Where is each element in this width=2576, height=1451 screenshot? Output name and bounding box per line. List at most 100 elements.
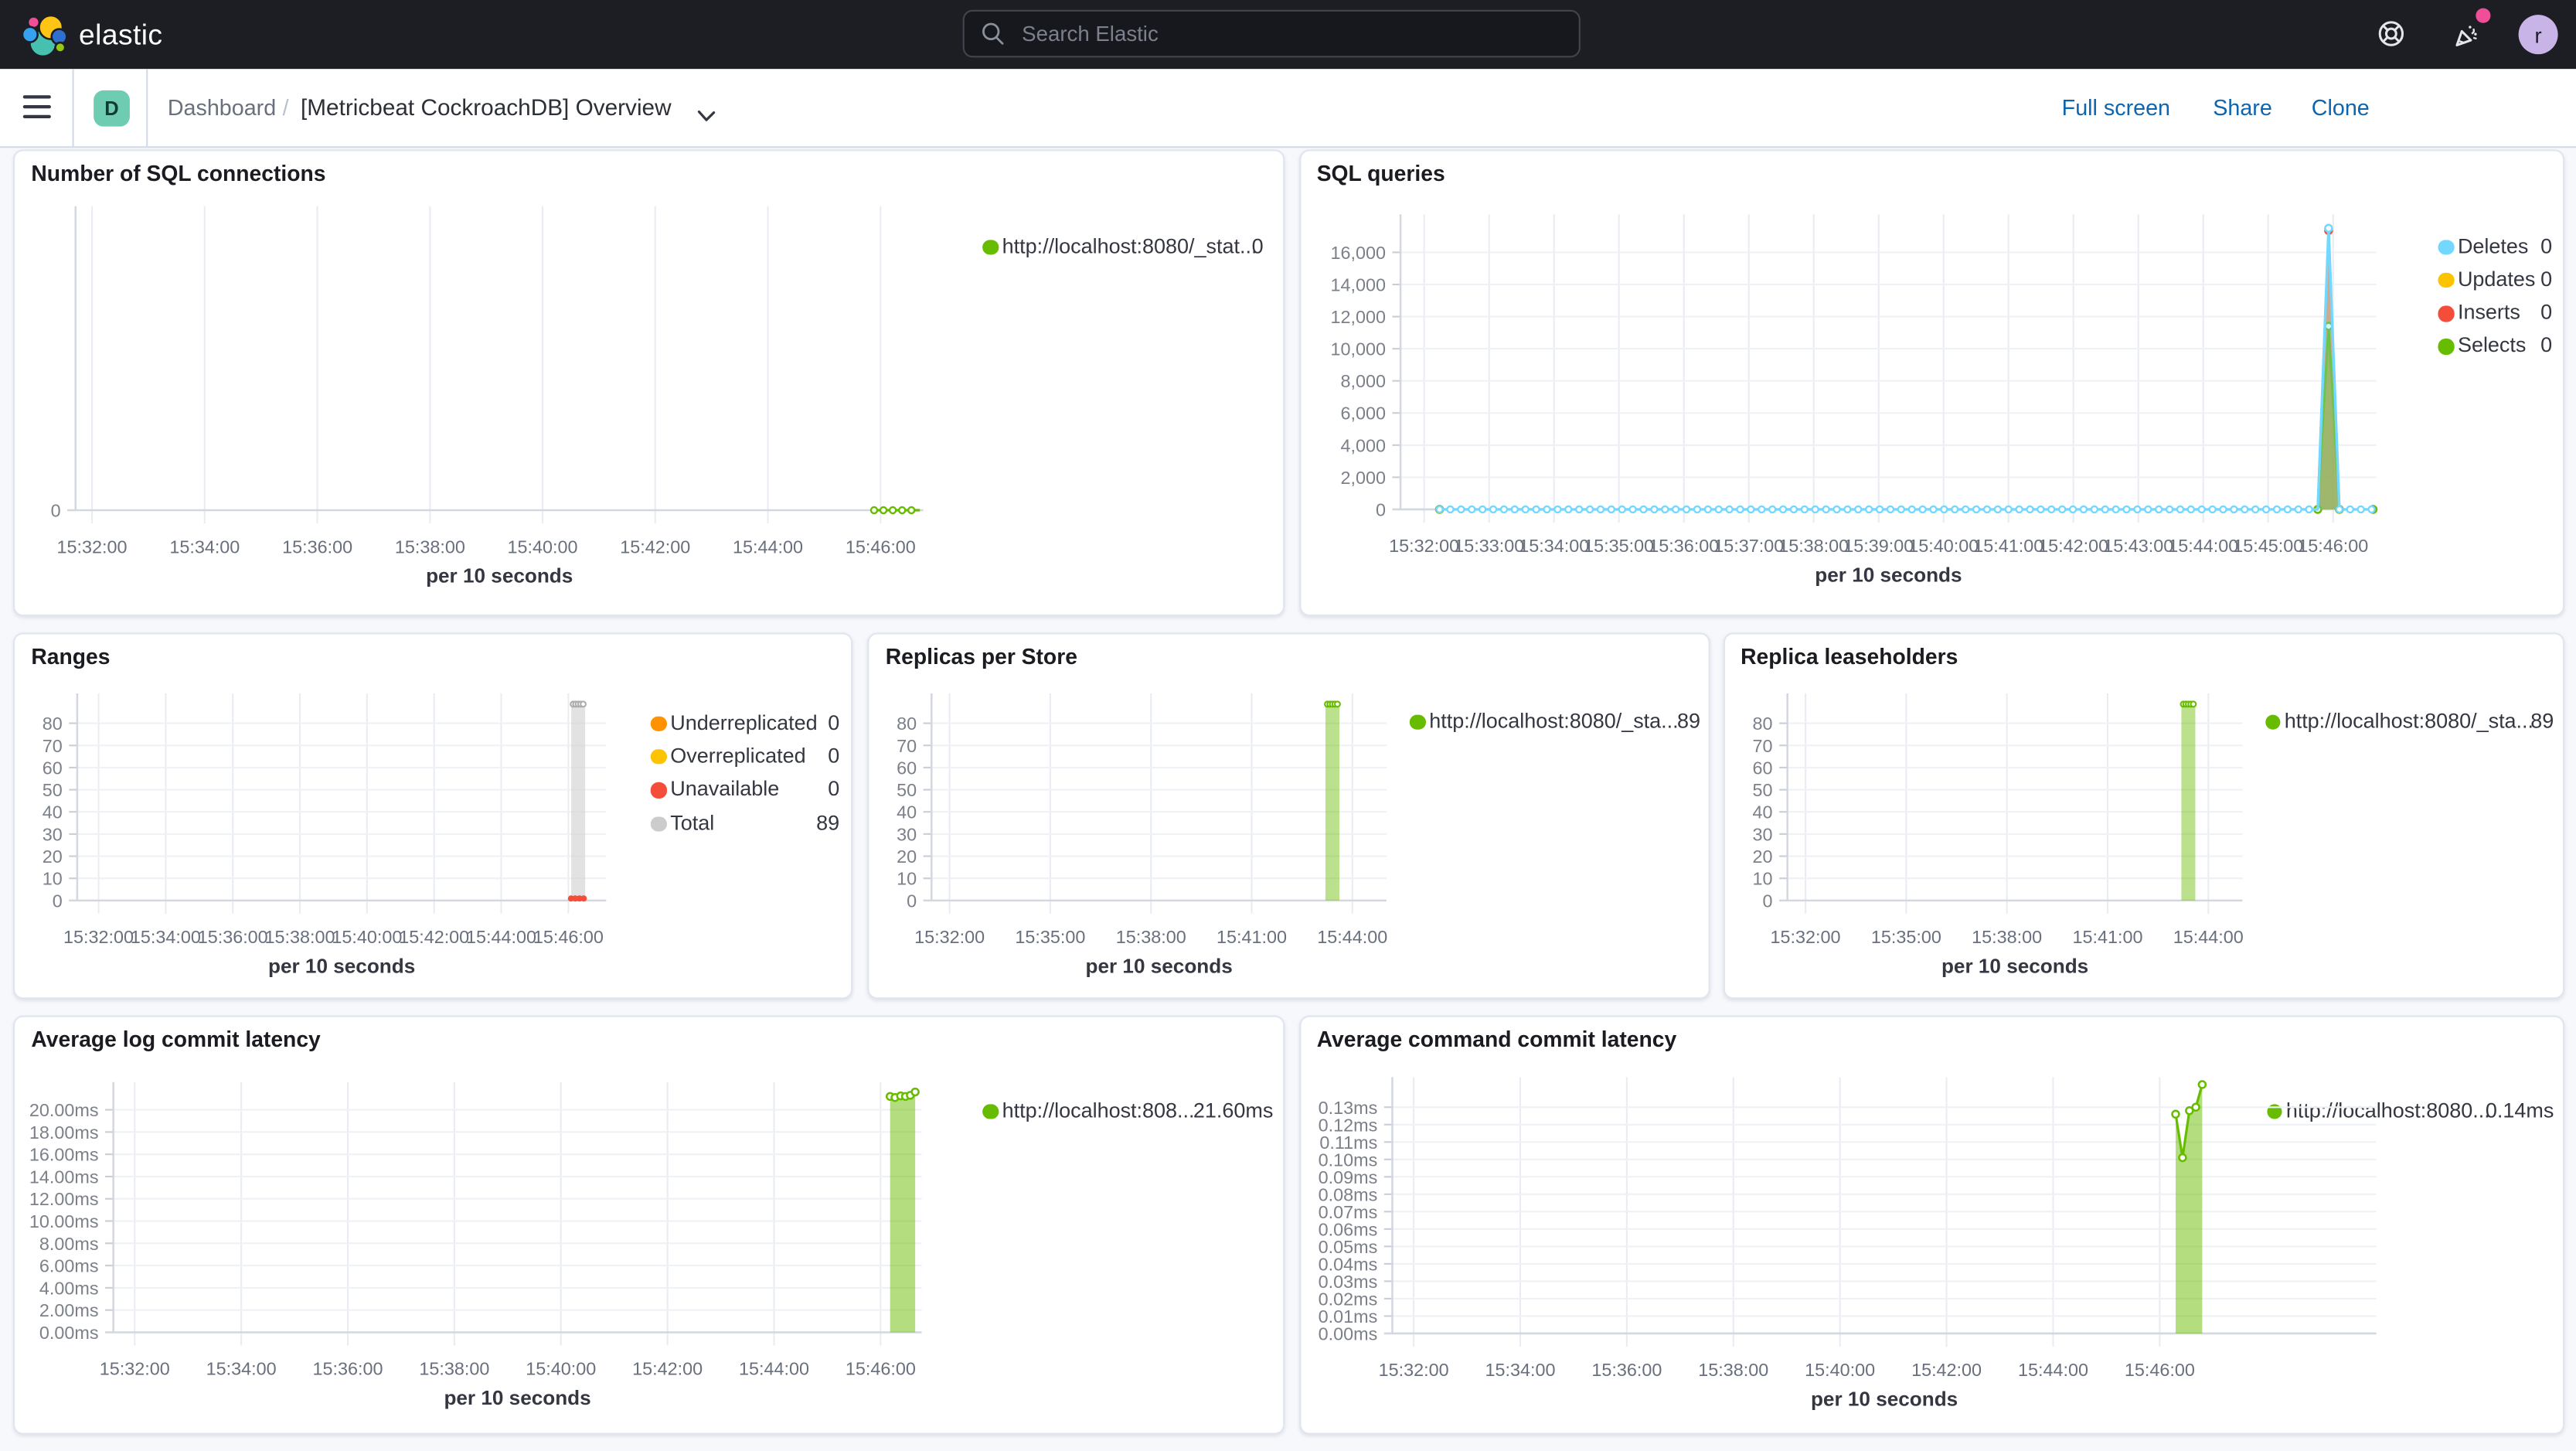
space-badge[interactable]: D: [94, 90, 130, 127]
svg-text:15:46:00: 15:46:00: [533, 927, 604, 947]
svg-text:4.00ms: 4.00ms: [39, 1277, 99, 1297]
svg-text:16,000: 16,000: [1329, 242, 1385, 262]
legend-item[interactable]: Inserts 0: [1300, 298, 2563, 331]
legend-label[interactable]: http://localhost:8080/_sta...: [1429, 709, 1679, 732]
legend-item[interactable]: Deletes 0: [1300, 231, 2563, 264]
svg-text:15:32:00: 15:32:00: [1770, 927, 1840, 947]
legend-label[interactable]: Deletes: [2457, 233, 2529, 257]
legend-value: 0: [828, 744, 840, 768]
svg-text:per 10 seconds: per 10 seconds: [1814, 562, 1961, 585]
svg-text:15:42:00: 15:42:00: [399, 927, 469, 947]
svg-text:70: 70: [897, 736, 917, 756]
svg-text:15:32:00: 15:32:00: [57, 536, 128, 556]
panel-sql-queries: SQL queries Deletes 0 Updates 0 Inserts 0 Selec…: [1298, 148, 2565, 617]
svg-text:15:35:00: 15:35:00: [1583, 535, 1653, 555]
svg-text:15:34:00: 15:34:00: [1518, 535, 1588, 555]
legend-label[interactable]: http://localhost:8080/_stat...: [1002, 233, 1257, 257]
global-search[interactable]: [962, 9, 1581, 58]
divider: [71, 69, 73, 147]
panel-number-of-sql-connections: Number of SQL connections http://localhos…: [13, 148, 1285, 617]
svg-text:15:38:00: 15:38:00: [395, 536, 465, 556]
legend-item[interactable]: Overreplicated 0: [15, 741, 850, 774]
legend-swatch-icon: [982, 239, 999, 255]
legend-label[interactable]: Overreplicated: [670, 744, 806, 768]
search-input[interactable]: [1018, 19, 1519, 48]
legend-label[interactable]: Underreplicated: [670, 710, 818, 734]
legend-item[interactable]: http://localhost:8080/_sta... 89: [869, 706, 1707, 739]
svg-text:70: 70: [1751, 736, 1771, 756]
svg-text:15:42:00: 15:42:00: [632, 1358, 703, 1378]
svg-text:0: 0: [907, 891, 917, 911]
divider: [146, 69, 148, 147]
legend-item[interactable]: http://localhost:8080/_sta... 89: [1724, 706, 2563, 739]
legend-item[interactable]: Selects 0: [1300, 331, 2563, 364]
legend-label[interactable]: Updates: [2457, 267, 2536, 291]
svg-text:0: 0: [1375, 499, 1385, 519]
svg-text:15:35:00: 15:35:00: [1870, 927, 1941, 947]
legend-label[interactable]: http://localhost:8080...: [2285, 1098, 2490, 1122]
toolbar: D Dashboard / [Metricbeat CockroachDB] O…: [0, 69, 2576, 204]
svg-text:0.13ms: 0.13ms: [1318, 1097, 1377, 1117]
legend-label[interactable]: Selects: [2457, 334, 2527, 358]
svg-text:15:44:00: 15:44:00: [466, 927, 536, 947]
fullscreen-button[interactable]: Full screen: [2061, 95, 2171, 121]
svg-text:10: 10: [1751, 869, 1771, 889]
legend-swatch-icon: [650, 715, 666, 731]
elastic-logo[interactable]: elastic: [21, 12, 163, 58]
help-icon[interactable]: [2377, 20, 2405, 56]
svg-text:0.03ms: 0.03ms: [1318, 1271, 1377, 1291]
avatar[interactable]: r: [2518, 15, 2558, 55]
menu-icon[interactable]: [22, 95, 51, 119]
svg-text:15:36:00: 15:36:00: [1591, 1359, 1661, 1379]
legend-item[interactable]: Underreplicated 0: [15, 707, 850, 741]
panel-title-ranges: Ranges: [31, 644, 111, 669]
share-button[interactable]: Share: [2213, 95, 2272, 121]
legend-label[interactable]: http://localhost:8080/_sta...: [2284, 709, 2534, 732]
svg-text:10: 10: [43, 869, 63, 889]
legend-item[interactable]: Total 89: [15, 808, 850, 841]
breadcrumb[interactable]: Dashboard: [167, 95, 277, 121]
svg-text:16.00ms: 16.00ms: [29, 1144, 99, 1164]
legend-item[interactable]: Unavailable 0: [15, 775, 850, 808]
svg-text:15:36:00: 15:36:00: [198, 927, 268, 947]
svg-text:0.06ms: 0.06ms: [1318, 1218, 1377, 1238]
svg-text:0.08ms: 0.08ms: [1318, 1184, 1377, 1204]
panel-replica-leaseholders: Replica leaseholders http://localhost:808…: [1722, 632, 2565, 1000]
svg-text:15:38:00: 15:38:00: [1116, 927, 1186, 947]
svg-text:10,000: 10,000: [1329, 339, 1385, 359]
legend-swatch-icon: [982, 1103, 999, 1119]
legend-label[interactable]: Unavailable: [670, 778, 780, 801]
svg-text:20.00ms: 20.00ms: [29, 1099, 99, 1119]
legend-item[interactable]: http://localhost:8080... 0.14ms: [1300, 1095, 2563, 1129]
app-header: elastic r: [0, 0, 2576, 70]
legend-item[interactable]: http://localhost:8080/_stat... 0: [15, 231, 1283, 264]
panel-title-replica-leaseholders: Replica leaseholders: [1741, 644, 1958, 669]
svg-text:0.12ms: 0.12ms: [1318, 1114, 1377, 1134]
legend-item[interactable]: http://localhost:808... 21.60ms: [15, 1095, 1283, 1129]
legend-item[interactable]: Updates 0: [1300, 264, 2563, 298]
legend-swatch-icon: [2265, 714, 2281, 730]
news-icon[interactable]: [2453, 20, 2482, 58]
panel-title-number-of-sql-connections: Number of SQL connections: [31, 160, 326, 186]
legend-value: 0: [2540, 301, 2553, 324]
legend-label[interactable]: Inserts: [2457, 301, 2520, 324]
chevron-down-icon[interactable]: [696, 102, 716, 131]
svg-text:30: 30: [897, 824, 917, 844]
legend-swatch-icon: [2438, 339, 2454, 355]
svg-text:18.00ms: 18.00ms: [29, 1122, 99, 1142]
svg-text:15:46:00: 15:46:00: [2124, 1359, 2194, 1379]
panel-title-sql-queries: SQL queries: [1316, 160, 1445, 186]
svg-text:15:40:00: 15:40:00: [526, 1358, 596, 1378]
page-title[interactable]: [Metricbeat CockroachDB] Overview: [300, 94, 672, 121]
svg-text:15:38:00: 15:38:00: [1971, 927, 2041, 947]
legend-label[interactable]: Total: [670, 811, 715, 835]
chart-replica-leaseholders: 15:32:00 15:35:00 15:38:00 15:41:00 15:44:00…: [1751, 693, 2243, 977]
clone-button[interactable]: Clone: [2311, 95, 2370, 121]
svg-text:15:44:00: 15:44:00: [739, 1358, 809, 1378]
svg-text:20: 20: [43, 846, 63, 867]
legend-swatch-icon: [2438, 239, 2454, 255]
svg-text:0: 0: [1761, 891, 1771, 911]
svg-text:15:44:00: 15:44:00: [2167, 535, 2237, 555]
legend-label[interactable]: http://localhost:808...: [1002, 1098, 1195, 1122]
svg-text:15:36:00: 15:36:00: [313, 1358, 383, 1378]
